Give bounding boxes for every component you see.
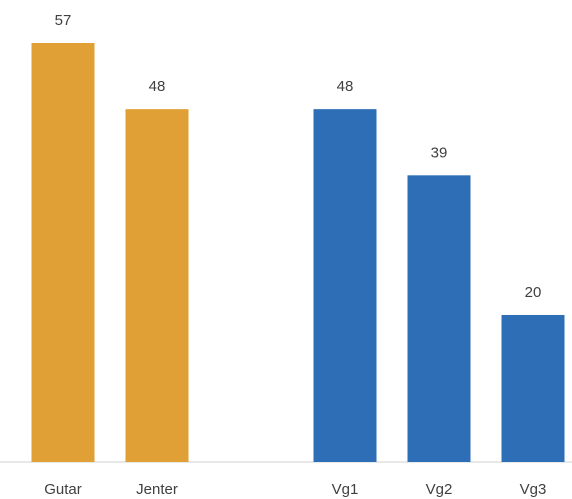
bar [31,43,95,462]
value-label: 57 [55,12,72,29]
bar [407,175,471,462]
x-tick-label: Vg2 [426,481,453,498]
bar [125,109,189,462]
bar [501,314,565,462]
value-label: 39 [431,144,448,161]
bar [313,109,377,462]
x-tick-label: Vg1 [332,481,359,498]
x-tick-label: Gutar [44,481,82,498]
value-label: 48 [149,78,166,95]
value-label: 48 [337,78,354,95]
value-label: 20 [525,284,542,301]
x-tick-label: Jenter [136,481,178,498]
x-tick-label: Vg3 [520,481,547,498]
